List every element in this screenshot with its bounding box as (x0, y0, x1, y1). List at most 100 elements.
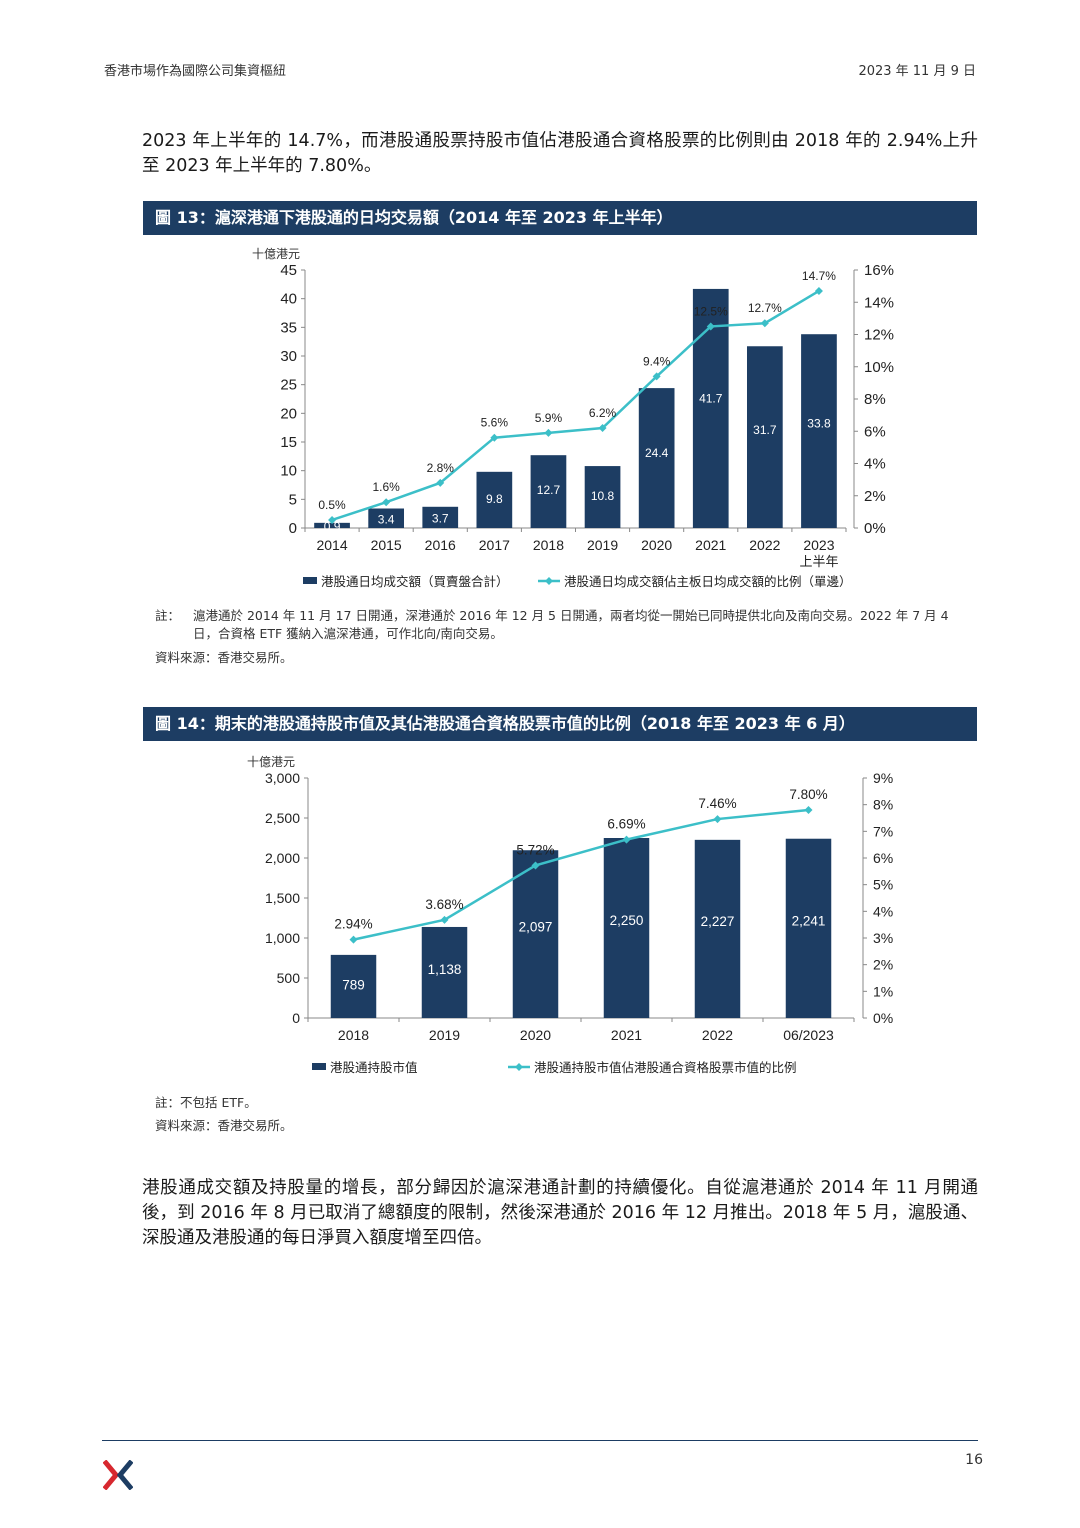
line-value-label: 0.5% (318, 498, 346, 512)
header-title: 香港市場作為國際公司集資樞紐 (104, 64, 287, 79)
bar-value-label: 31.7 (753, 423, 777, 437)
right-axis-tick-label: 1% (873, 983, 893, 999)
header-date: 2023 年 11 月 9 日 (858, 64, 976, 79)
legend-bar-label: 港股通持股市值 (330, 1060, 418, 1075)
line-point (531, 861, 540, 870)
bar-value-label: 24.4 (645, 446, 669, 460)
line-point (706, 322, 715, 331)
right-axis-tick-label: 16% (864, 262, 894, 279)
line-value-label: 7.80% (789, 787, 827, 802)
legend-bar-swatch (303, 577, 317, 584)
left-axis-tick-label: 45 (280, 262, 297, 279)
hkex-logo (103, 1460, 133, 1490)
figure-14-source: 資料來源：香港交易所。 (155, 1118, 293, 1133)
line-point (598, 424, 607, 433)
line-value-label: 6.2% (589, 406, 617, 420)
right-axis-tick-label: 10% (864, 359, 894, 376)
page-number: 16 (965, 1452, 983, 1468)
legend-bar-swatch (312, 1063, 326, 1070)
bar-value-label: 41.7 (699, 392, 723, 406)
line-value-label: 12.5% (694, 304, 728, 318)
line-point (382, 498, 391, 507)
x-axis-tick-label: 2017 (479, 537, 510, 553)
left-axis-tick-label: 30 (280, 348, 297, 365)
bar-value-label: 1,138 (428, 962, 462, 977)
bar-value-label: 2,227 (701, 914, 735, 929)
x-axis-tick-label: 2020 (520, 1027, 551, 1043)
line-point (652, 372, 661, 381)
x-axis-tick-sublabel: 上半年 (799, 554, 838, 569)
figure-13-note: 註： 滬港通於 2014 年 11 月 17 日開通，深港通於 2016 年 12… (155, 607, 971, 643)
right-axis-tick-label: 0% (864, 520, 886, 537)
bar (512, 850, 559, 1018)
right-axis-tick-label: 7% (873, 823, 893, 839)
line-point (490, 433, 499, 442)
right-axis-tick-label: 9% (873, 770, 893, 786)
line-point (804, 806, 813, 814)
left-axis-tick-label: 0 (292, 1010, 300, 1026)
x-axis-tick-label: 2015 (371, 537, 402, 553)
left-axis-tick-label: 25 (280, 377, 297, 394)
x-axis-tick-label: 2021 (695, 537, 726, 553)
x-axis-tick-label: 06/2023 (783, 1027, 834, 1043)
figure-13-chart: 十億港元 0 5 10 15 20 25 30 35 40 45 0% 2% 4% 6% 8% 10% 12% 14… (252, 247, 894, 589)
left-axis-tick-label: 40 (280, 291, 297, 308)
x-axis-tick-label: 2023 (803, 537, 834, 553)
figure-14-title: 圖 14：期末的港股通持股市值及其佔港股通合資格股票市值的比例（2018 年至 … (143, 707, 977, 741)
bar-value-label: 0.9 (324, 519, 341, 533)
left-axis-tick-label: 20 (280, 405, 297, 422)
figure-13-title: 圖 13：滬深港通下港股通的日均交易額（2014 年至 2023 年上半年） (143, 201, 977, 235)
right-axis-tick-label: 2% (864, 488, 886, 505)
bar (603, 838, 650, 1018)
legend-line-label: 港股通持股市值佔港股通合資格股票市值的比例 (534, 1060, 797, 1075)
line-value-label: 6.69% (607, 817, 645, 832)
x-axis-tick-label: 2020 (641, 537, 672, 553)
x-axis-tick-label: 2019 (429, 1027, 460, 1043)
line-point (440, 915, 449, 924)
bar (422, 506, 459, 528)
x-axis-tick-label: 2019 (587, 537, 618, 553)
intro-paragraph: 2023 年上半年的 14.7%，而港股通股票持股市值佔港股通合資格股票的比例則… (142, 131, 978, 176)
left-axis-tick-label: 3,000 (265, 770, 300, 786)
bar-value-label: 3.4 (378, 512, 395, 526)
right-axis-tick-label: 4% (864, 456, 886, 473)
figure-13-source: 資料來源：香港交易所。 (155, 650, 293, 665)
line-point (349, 935, 358, 944)
line-point (328, 515, 337, 524)
line-value-label: 12.7% (748, 301, 782, 315)
line-value-label: 3.68% (425, 897, 463, 912)
line-value-label: 2.8% (427, 461, 455, 475)
bar-value-label: 789 (342, 977, 365, 992)
right-axis-tick-label: 8% (864, 391, 886, 408)
legend-line-marker (545, 577, 553, 585)
right-axis-tick-label: 12% (864, 327, 894, 344)
line-value-label: 9.4% (643, 354, 671, 368)
right-axis-tick-label: 3% (873, 930, 893, 946)
legend-line-marker (515, 1063, 523, 1071)
line-point (436, 478, 445, 487)
line-value-label: 2.94% (334, 917, 372, 932)
note-text: 滬港通於 2014 年 11 月 17 日開通，深港通於 2016 年 12 月… (193, 608, 949, 641)
legend-line-label: 港股通日均成交額佔主板日均成交額的比例（單邊） (564, 574, 852, 589)
legend-bar-label: 港股通日均成交額（買賣盤合計） (321, 574, 509, 589)
line-value-label: 5.6% (481, 416, 509, 430)
x-axis-tick-label: 2016 (425, 537, 456, 553)
x-axis-tick-label: 2018 (338, 1027, 369, 1043)
bar (638, 388, 675, 528)
left-axis-tick-label: 1,000 (265, 930, 300, 946)
bar-value-label: 9.8 (486, 492, 503, 506)
note-label: 註： (155, 608, 181, 623)
line-point (622, 835, 631, 844)
left-axis-tick-label: 0 (289, 520, 297, 537)
line-value-label: 14.7% (802, 269, 836, 283)
footer-divider (102, 1440, 978, 1441)
left-axis-tick-label: 35 (280, 319, 297, 336)
figure-14-note: 註：不包括 ETF。 (155, 1095, 257, 1110)
line-point (713, 815, 722, 824)
bar (584, 466, 621, 528)
bar (421, 926, 468, 1018)
bar-value-label: 33.8 (807, 416, 831, 430)
bar (476, 471, 513, 528)
right-axis-tick-label: 14% (864, 294, 894, 311)
bar-value-label: 3.7 (432, 511, 449, 525)
